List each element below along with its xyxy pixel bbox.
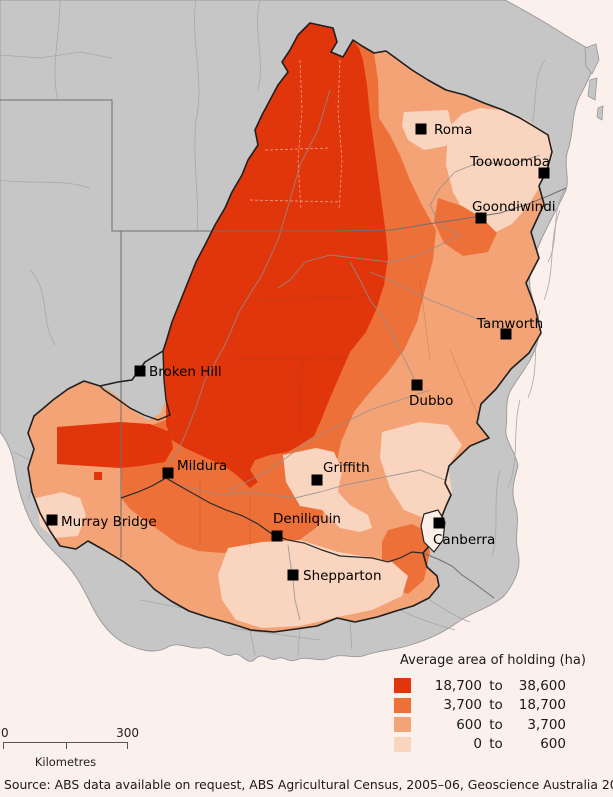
city-marker-mildura [162, 467, 174, 479]
city-marker-griffith [311, 474, 323, 486]
legend-row: 18,700 to 38,600 [394, 676, 610, 696]
city-marker-tamworth [500, 328, 512, 340]
legend-value-lo: 3,700 [443, 697, 482, 714]
scale-bar-rule [3, 742, 128, 749]
legend-title: Average area of holding (ha) [400, 653, 586, 668]
city-marker-dubbo [411, 379, 423, 391]
basin-boundary-detail [99, 350, 171, 421]
city-label-roma: Roma [434, 122, 472, 138]
city-marker-canberra [433, 517, 445, 529]
legend-value-hi: 38,600 [518, 677, 566, 694]
city-markers [46, 123, 550, 581]
legend-to: to [489, 697, 503, 714]
legend-value-hi: 600 [540, 736, 566, 753]
city-label-deniliquin: Deniliquin [273, 511, 341, 527]
scale-end-label: 300 [116, 726, 139, 740]
basin-internal-lines [199, 279, 481, 548]
scale-bar-mid-tick [65, 743, 67, 749]
legend-row: 0 to 600 [394, 735, 610, 755]
city-label-shepparton: Shepparton [303, 568, 382, 584]
city-label-toowoomba: Toowoomba [469, 154, 550, 170]
legend-swatch-600-3700 [394, 717, 411, 733]
city-label-dubbo: Dubbo [409, 393, 453, 409]
scale-units-label: Kilometres [34, 755, 97, 769]
legend-swatch-0-600 [394, 736, 411, 752]
city-label-tamworth: Tamworth [476, 316, 543, 332]
rivers [166, 89, 541, 621]
scale-start-label: 0 [1, 726, 9, 740]
legend-swatch-18700-38600 [394, 678, 411, 694]
basin-region-18700-38600-dot [94, 472, 102, 480]
legend-to: to [489, 677, 503, 694]
city-marker-toowoomba [538, 167, 550, 179]
state-borders [0, 99, 567, 599]
city-labels: Roma Toowoomba Goondiwindi Tamworth Brok… [61, 122, 556, 584]
city-label-mildura: Mildura [177, 458, 227, 474]
legend-to: to [489, 736, 503, 753]
basin-boundary [27, 22, 553, 633]
basin-regions-0-600 [36, 108, 553, 628]
basin-region-18700-38600-sa [57, 422, 173, 468]
legend-value-lo: 600 [456, 716, 482, 733]
basin-region-18700-38600 [163, 23, 388, 488]
basin-region-3700-18700-goondiwindi [434, 198, 497, 256]
scale-bar: 0 300 Kilometres [1, 726, 139, 769]
city-label-goondiwindi: Goondiwindi [472, 199, 556, 215]
city-marker-goondiwindi [475, 212, 487, 224]
city-label-murray-bridge: Murray Bridge [61, 514, 157, 530]
scale-bar-labels: 0 300 [1, 726, 139, 740]
source-attribution: Source: ABS data available on request, A… [4, 777, 613, 792]
legend-value-lo: 18,700 [434, 677, 482, 694]
legend-to: to [489, 716, 503, 733]
city-label-broken-hill: Broken Hill [149, 364, 222, 380]
legend-value-hi: 18,700 [518, 697, 566, 714]
legend-row: 600 to 3,700 [394, 715, 610, 735]
city-marker-broken-hill [134, 365, 146, 377]
city-label-griffith: Griffith [323, 460, 370, 476]
city-marker-murray-bridge [46, 514, 58, 526]
legend-row: 3,700 to 18,700 [394, 696, 610, 716]
offshore-islands [584, 43, 604, 121]
legend-value-hi: 3,700 [527, 716, 566, 733]
city-label-canberra: Canberra [433, 532, 495, 548]
city-marker-roma [415, 123, 427, 135]
legend-swatch-3700-18700 [394, 697, 411, 713]
legend: Average area of holding (ha) 18,700 to 3… [394, 653, 610, 754]
city-marker-shepparton [287, 569, 299, 581]
city-marker-deniliquin [271, 530, 283, 542]
basin-internal-lines-pale [249, 59, 343, 211]
legend-value-lo: 0 [473, 736, 482, 753]
